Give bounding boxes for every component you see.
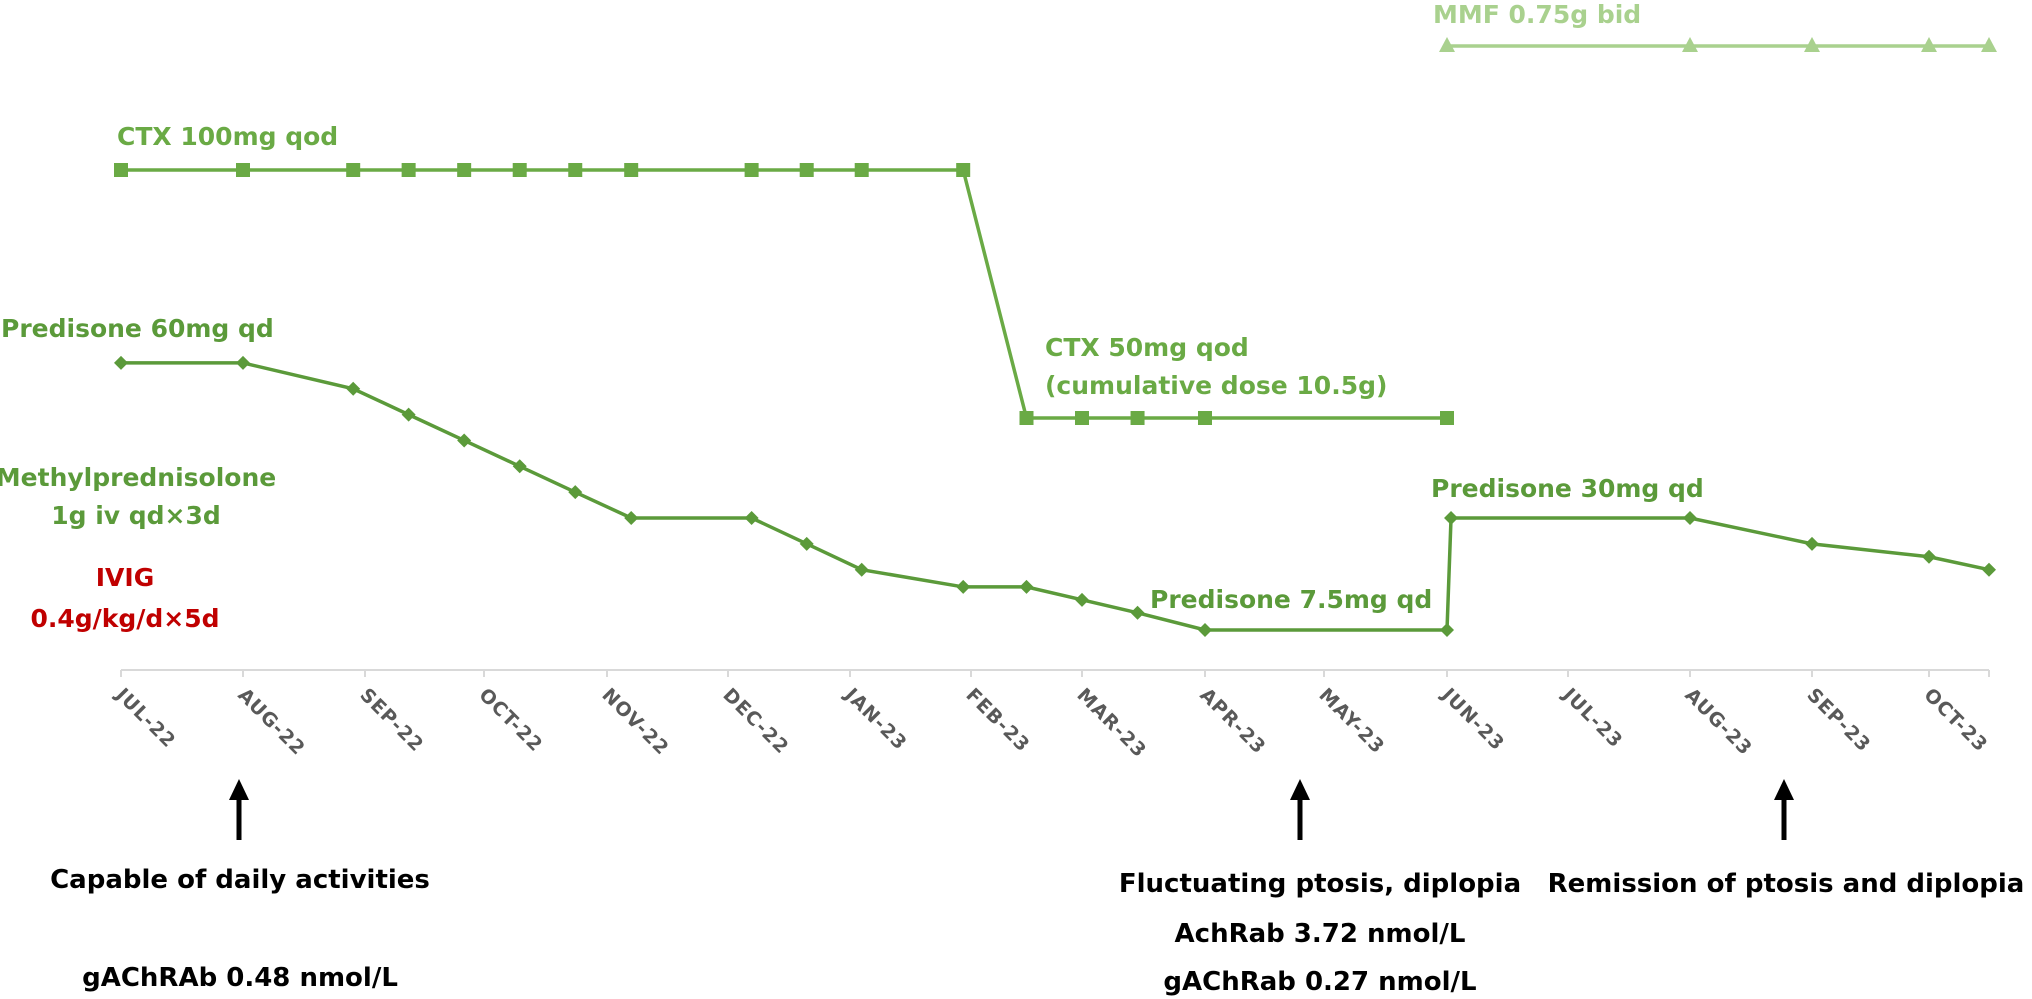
ctx-point: [346, 163, 361, 177]
event-aug22-note: Capable of daily activities: [50, 865, 430, 895]
prednisone-point: [956, 579, 971, 594]
event-may23-note: AchRab 3.72 nmol/L: [1175, 919, 1466, 949]
prednisone-point: [457, 433, 472, 448]
ctx-point: [236, 163, 250, 177]
ctx50-label: (cumulative dose 10.5g): [1045, 371, 1387, 400]
x-tick-label: OCT-22: [474, 684, 547, 757]
x-tick-label: AUG-22: [233, 684, 309, 760]
prednisone-point: [854, 562, 869, 577]
ivig-label: IVIG: [96, 563, 154, 592]
prednisone-point: [1075, 592, 1089, 607]
mmf-point: [1804, 37, 1820, 52]
x-tick-label: MAR-23: [1072, 684, 1150, 762]
ctx-point: [624, 163, 639, 177]
x-tick-label: JUL-23: [1557, 683, 1627, 753]
prednisone-point: [624, 510, 639, 525]
prednisone-point: [1922, 549, 1936, 564]
event-aug22-arrow-head: [229, 779, 249, 800]
x-tick-label: DEC-22: [718, 684, 793, 759]
mmf-label: MMF 0.75g bid: [1433, 0, 1641, 29]
ctx100-label: CTX 100mg qod: [117, 122, 338, 151]
ctx-point: [114, 163, 128, 177]
event-sep23-note: Remission of ptosis and diplopia: [1548, 869, 2025, 899]
ctx-point: [512, 163, 527, 177]
prednisone-point: [1805, 536, 1819, 551]
prednisone-point: [401, 407, 416, 422]
prednisone-point: [512, 459, 527, 474]
ctx-point: [401, 163, 416, 177]
prednisone-point: [1198, 623, 1212, 637]
prednisone-point: [799, 536, 814, 551]
x-tick-label: JAN-23: [839, 683, 911, 755]
ctx50-label: CTX 50mg qod: [1045, 333, 1249, 362]
ctx-point: [1130, 411, 1145, 425]
x-tick-label: APR-23: [1195, 684, 1270, 759]
prednisone-point: [1683, 510, 1697, 525]
event-sep23-arrow-head: [1774, 779, 1794, 800]
mmf-point: [1981, 37, 1997, 52]
x-tick-label: FEB-23: [961, 684, 1034, 757]
x-tick-label: NOV-22: [597, 684, 673, 760]
prednisone-point: [236, 355, 250, 370]
prednisone-point: [568, 485, 583, 500]
series-line-prednisone: [121, 361, 1990, 632]
prednisone-point: [114, 355, 128, 370]
mp-label: 1g iv qd×3d: [51, 501, 221, 530]
x-tick-label: JUL-22: [110, 683, 180, 753]
event-may23-note: Fluctuating ptosis, diplopia: [1119, 869, 1521, 899]
ctx-point: [1198, 411, 1212, 425]
x-tick-label: MAY-23: [1314, 684, 1388, 758]
mmf-point: [1682, 37, 1698, 52]
pred75-label: Predisone 7.5mg qd: [1150, 585, 1432, 614]
ctx-point: [457, 163, 472, 177]
x-tick-label: SEP-23: [1802, 684, 1875, 757]
mmf-point: [1921, 37, 1937, 52]
prednisone-point: [744, 510, 759, 525]
ctx-point: [956, 163, 971, 177]
event-aug22-note: gAChRAb 0.48 nmol/L: [82, 963, 398, 993]
event-may23-note: gAChRab 0.27 nmol/L: [1163, 967, 1476, 997]
event-may23-arrow-head: [1290, 779, 1310, 800]
prednisone-point: [1019, 579, 1034, 594]
mp-label: Methylprednisolone: [0, 463, 276, 492]
prednisone-point: [1444, 510, 1459, 525]
ctx-point: [1440, 411, 1454, 425]
pred30-label: Predisone 30mg qd: [1431, 474, 1704, 503]
ctx-point: [568, 163, 583, 177]
prednisone-point: [1130, 605, 1145, 620]
prednisone-point: [346, 381, 361, 396]
ctx-point: [744, 163, 759, 177]
prednisone-point: [1982, 562, 1996, 577]
ivig-label: 0.4g/kg/d×5d: [30, 604, 219, 633]
x-tick-label: SEP-22: [355, 684, 428, 757]
pred60-label: Predisone 60mg qd: [1, 314, 274, 343]
x-tick-label: OCT-23: [1919, 684, 1992, 757]
x-tick-label: AUG-23: [1680, 684, 1756, 760]
ctx-point: [799, 163, 814, 177]
ctx-point: [1019, 411, 1034, 425]
prednisone-point: [1440, 623, 1454, 637]
ctx-point: [1075, 411, 1089, 425]
x-tick-label: JUN-23: [1436, 683, 1509, 756]
mmf-point: [1439, 37, 1455, 52]
ctx-point: [854, 163, 869, 177]
